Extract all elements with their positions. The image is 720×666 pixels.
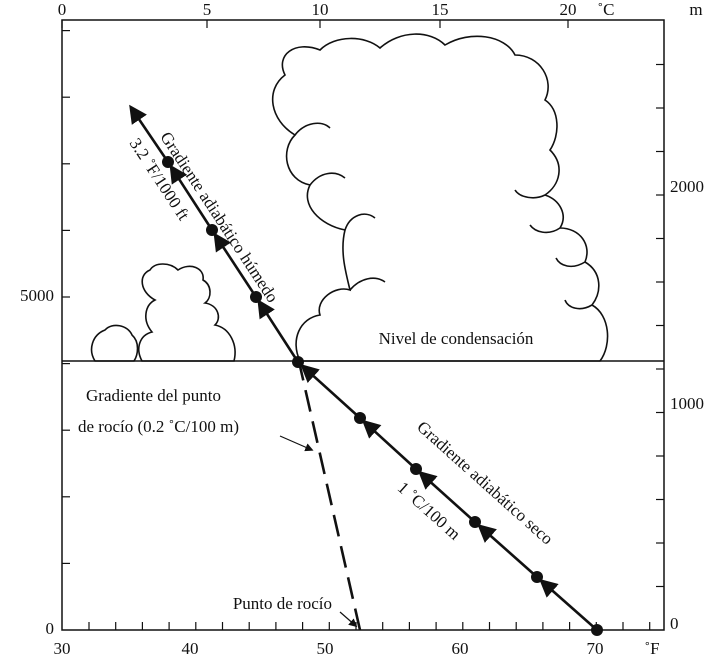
cloud-large xyxy=(273,34,608,361)
dot xyxy=(469,516,481,528)
bottom-tick-label: 60 xyxy=(452,639,469,658)
dew-point-label: Punto de rocío xyxy=(233,594,332,613)
moist-adiabat xyxy=(259,302,298,362)
top-tick-label: 5 xyxy=(203,0,212,19)
cloud-small xyxy=(92,264,235,361)
right-tick-label: 2000 xyxy=(670,177,704,196)
diagram: Nivel de condensación Gradiente adiabáti… xyxy=(0,0,720,666)
bottom-tick-label: 40 xyxy=(182,639,199,658)
bottom-tick-label: 50 xyxy=(317,639,334,658)
left-tick-label: 0 xyxy=(46,619,55,638)
dot xyxy=(531,571,543,583)
top-tick-label: 20 xyxy=(560,0,577,19)
top-tick-label: 10 xyxy=(312,0,329,19)
dry-adiabat xyxy=(364,422,416,469)
right-tick-label: 0 xyxy=(670,614,679,633)
dry-rate-label: 1 ˚C/100 m xyxy=(394,478,464,544)
dry-adiabat xyxy=(303,366,360,418)
dot xyxy=(354,412,366,424)
dew-gradient-label: Gradiente del punto xyxy=(86,386,221,405)
condensation-label: Nivel de condensación xyxy=(379,329,534,348)
bottom-tick-label: 70 xyxy=(587,639,604,658)
bottom-unit: ˚F xyxy=(644,639,659,658)
top-tick-label: 15 xyxy=(432,0,449,19)
top-unit: ˚C xyxy=(598,0,615,19)
bottom-tick-label: 30 xyxy=(54,639,71,658)
pointer-arrow xyxy=(340,612,356,626)
dot xyxy=(591,624,603,636)
right-unit: m xyxy=(689,0,702,19)
dot xyxy=(410,463,422,475)
right-tick-label: 1000 xyxy=(670,394,704,413)
top-tick-label: 0 xyxy=(58,0,67,19)
dew-point-line xyxy=(300,366,360,630)
dry-gradient-label: Gradiente adiabático seco xyxy=(413,417,557,548)
pointer-arrow xyxy=(280,436,312,450)
dot xyxy=(292,356,304,368)
left-tick-label: 5000 xyxy=(20,286,54,305)
dew-gradient-label: de rocío (0.2 ˚C/100 m) xyxy=(78,417,239,436)
